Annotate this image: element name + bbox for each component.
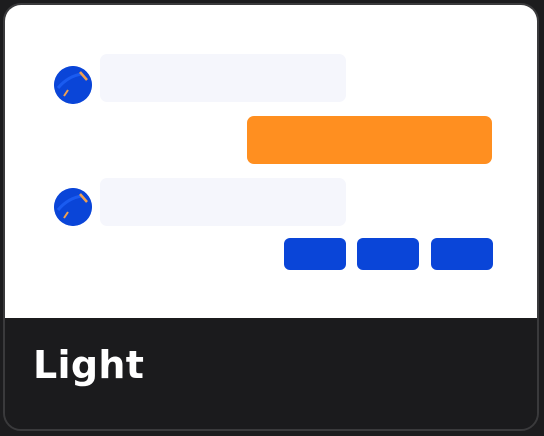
theme-label-bar — [5, 318, 537, 429]
incoming-message-bubble — [100, 54, 346, 102]
quick-reply-chip — [357, 238, 419, 270]
theme-option-card[interactable] — [3, 3, 539, 431]
quick-reply-chip — [284, 238, 346, 270]
avatar-icon — [54, 188, 92, 226]
avatar-icon — [54, 66, 92, 104]
incoming-message-bubble — [100, 178, 346, 226]
outgoing-message-bubble — [247, 116, 492, 164]
quick-reply-chip — [431, 238, 493, 270]
avatar — [54, 188, 92, 226]
theme-label: Light — [33, 343, 145, 387]
theme-preview — [5, 5, 537, 318]
avatar — [54, 66, 92, 104]
